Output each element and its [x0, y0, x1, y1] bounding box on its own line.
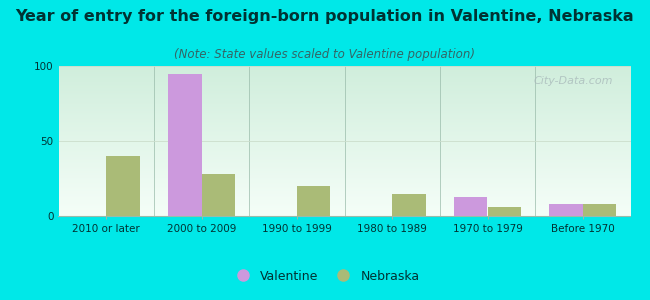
Bar [297, 186, 330, 216]
Text: Year of entry for the foreign-born population in Valentine, Nebraska: Year of entry for the foreign-born popul… [16, 9, 634, 24]
Bar [392, 194, 426, 216]
Bar [488, 207, 521, 216]
Legend: Valentine, Nebraska: Valentine, Nebraska [225, 265, 425, 288]
Bar [549, 204, 583, 216]
Bar [583, 204, 616, 216]
Text: City-Data.com: City-Data.com [534, 76, 614, 86]
Bar [202, 174, 235, 216]
Text: (Note: State values scaled to Valentine population): (Note: State values scaled to Valentine … [174, 48, 476, 61]
Bar [106, 156, 140, 216]
Bar [454, 196, 488, 216]
Bar [168, 74, 202, 216]
